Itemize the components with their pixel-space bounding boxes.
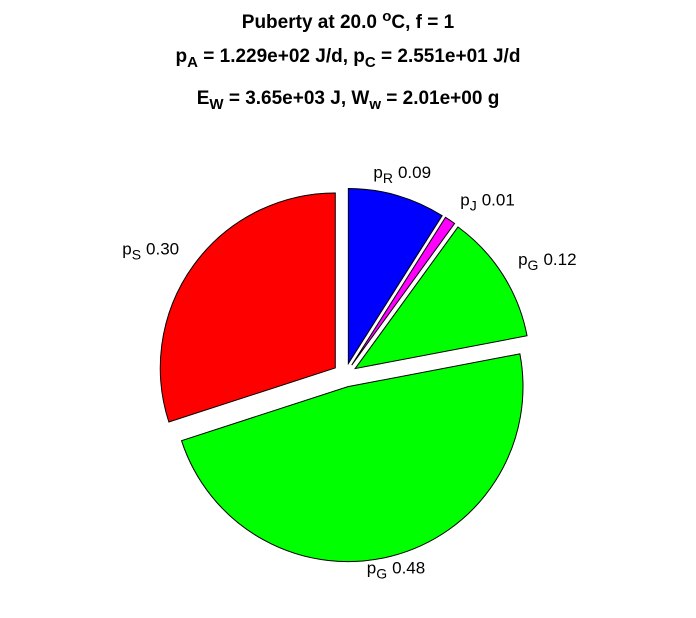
- label-value: 0.09: [398, 163, 431, 182]
- label-name: p: [518, 250, 527, 269]
- title-run: C: [365, 54, 376, 71]
- label-sub: G: [528, 257, 539, 273]
- title-run: Puberty at 20.0: [242, 12, 382, 33]
- pie-slice: [347, 187, 443, 366]
- title-run: o: [382, 8, 391, 25]
- title-run: C, f = 1: [391, 12, 454, 33]
- label-value: 0.01: [482, 190, 515, 209]
- title-run: w: [368, 96, 381, 113]
- title-run: = 2.551e+01 J/d: [376, 46, 521, 67]
- slice-label: pJ 0.01: [460, 190, 515, 213]
- label-value: 0.12: [543, 250, 576, 269]
- pie-slice: [159, 192, 336, 423]
- label-sub: S: [132, 246, 141, 262]
- slice-label: pG 0.48: [367, 559, 425, 582]
- title-run: p: [176, 46, 188, 67]
- slice-label: pS 0.30: [122, 240, 179, 263]
- title-run: = 2.01e+00 g: [381, 88, 499, 109]
- chart-title: EW = 3.65e+03 J, Ww = 2.01e+00 g: [197, 88, 500, 113]
- title-run: E: [197, 88, 210, 109]
- label-sub: R: [383, 170, 393, 186]
- label-name: p: [373, 163, 382, 182]
- title-run: = 1.229e+02 J/d, p: [198, 46, 365, 67]
- pie-slice: [180, 353, 524, 563]
- title-run: = 3.65e+03 J, W: [224, 88, 370, 109]
- label-name: p: [460, 190, 469, 209]
- pie-slice: [351, 216, 456, 366]
- label-value: 0.30: [146, 240, 179, 259]
- chart-title: pA = 1.229e+02 J/d, pC = 2.551e+01 J/d: [176, 46, 521, 71]
- label-sub: G: [376, 565, 387, 581]
- chart-title: Puberty at 20.0 oC, f = 1: [242, 8, 455, 33]
- slice-label: pG 0.12: [518, 250, 576, 273]
- slice-label: pR 0.09: [373, 163, 431, 186]
- label-sub: J: [470, 197, 477, 213]
- title-run: W: [209, 96, 224, 113]
- label-name: p: [122, 240, 131, 259]
- label-name: p: [367, 559, 376, 578]
- pie-slice: [353, 226, 528, 370]
- label-value: 0.48: [392, 559, 425, 578]
- title-run: A: [187, 54, 198, 71]
